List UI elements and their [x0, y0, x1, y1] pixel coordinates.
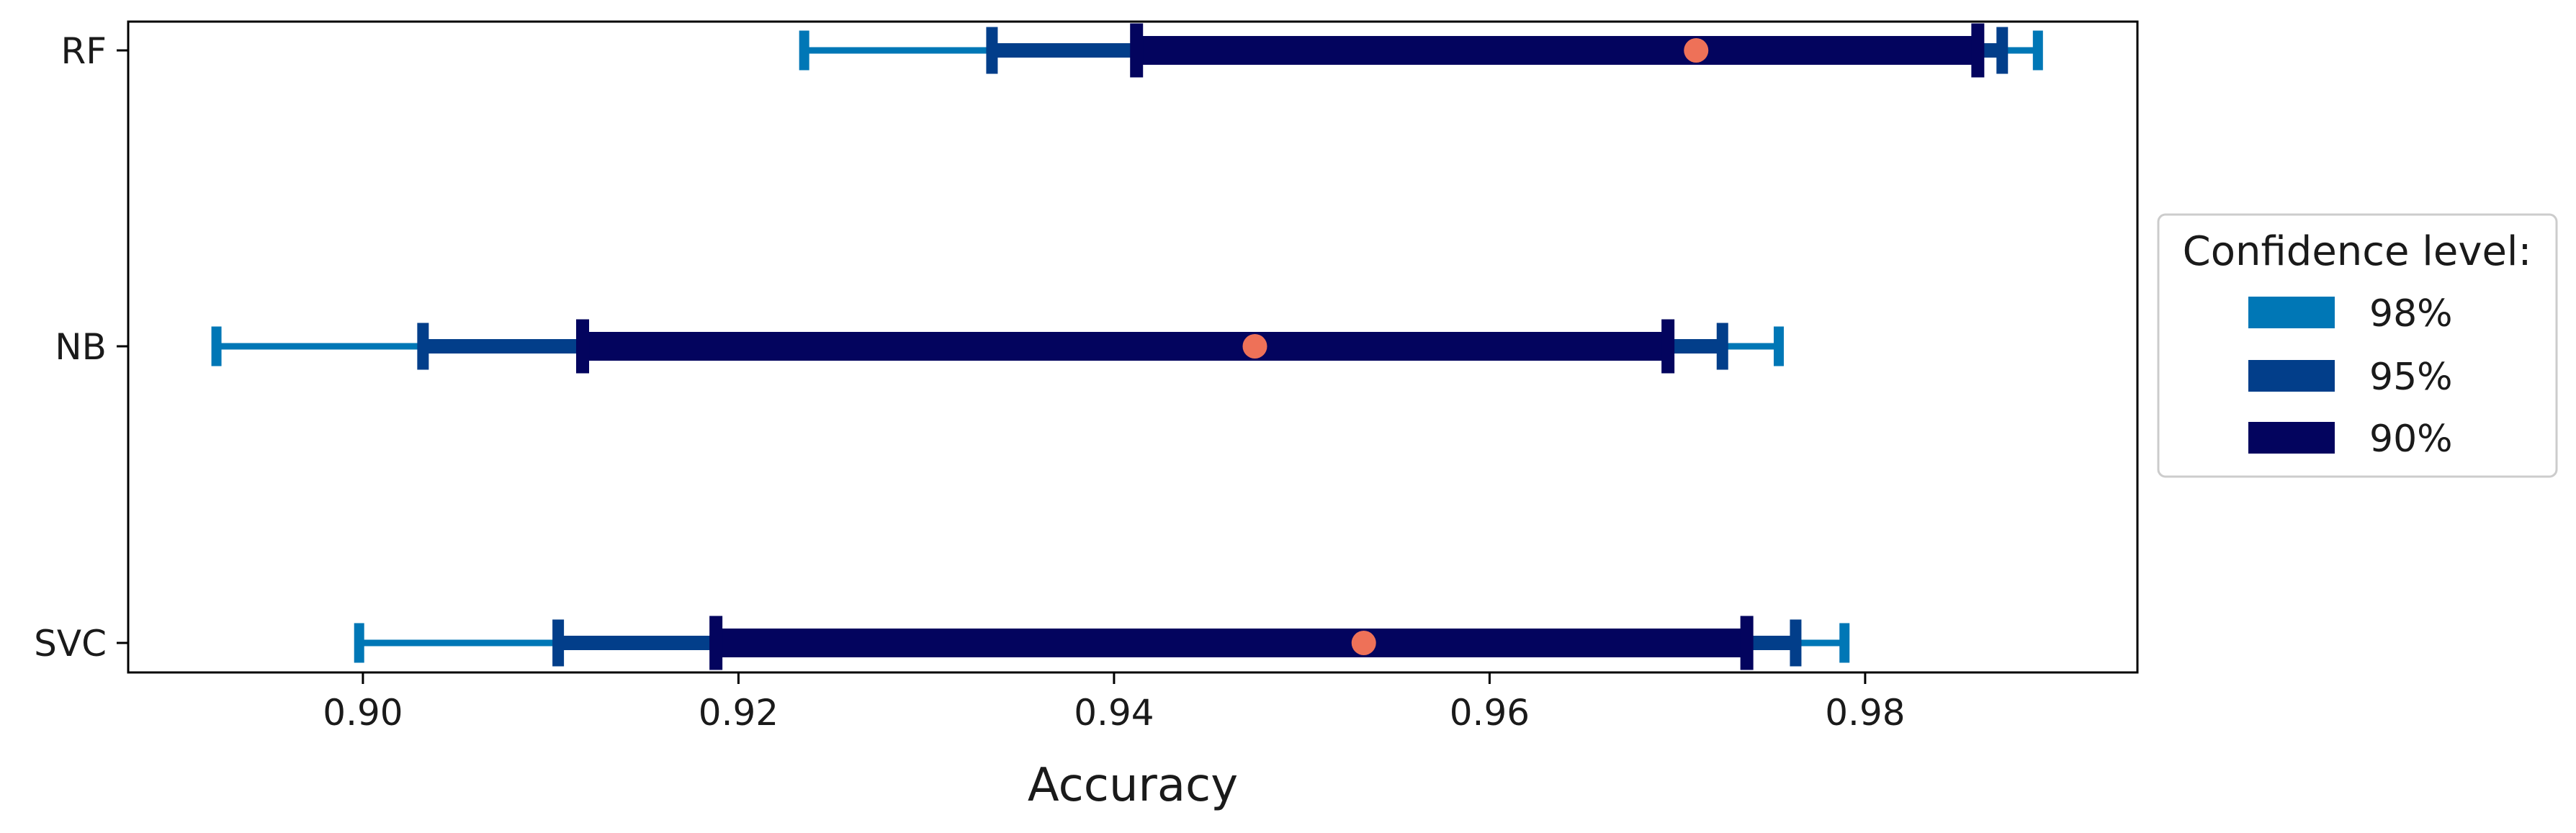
x-tick-label: 0.96: [1450, 692, 1530, 734]
legend-title: Confidence level:: [2183, 228, 2532, 275]
interval-cap: [1996, 27, 2009, 74]
interval-cap: [986, 27, 998, 74]
interval-cap: [1661, 319, 1675, 374]
y-tick-label: NB: [55, 326, 107, 368]
interval-cap: [1790, 619, 1802, 667]
legend-label: 98%: [2369, 292, 2453, 336]
x-axis-label: Accuracy: [1028, 759, 1238, 812]
interval-cap: [1773, 326, 1784, 366]
y-tick-label: RF: [60, 30, 107, 72]
interval-cap: [211, 326, 222, 366]
legend-label: 95%: [2369, 356, 2453, 399]
legend-items: 98% 95% 90%: [2248, 292, 2453, 461]
interval-cap: [552, 619, 565, 667]
interval-cap: [576, 319, 590, 374]
interval-cap: [1839, 623, 1850, 663]
x-tick-label: 0.90: [323, 692, 403, 734]
legend-swatch: [2248, 360, 2335, 392]
plot-area: [211, 23, 2043, 670]
legend: Confidence level: 98% 95% 90%: [2157, 213, 2558, 478]
interval-cap: [2032, 30, 2043, 71]
interval-cap: [1130, 23, 1144, 78]
interval-cap: [417, 323, 429, 370]
y-tick-label: SVC: [34, 623, 107, 665]
x-tick-label: 0.92: [699, 692, 778, 734]
x-tick-label: 0.94: [1074, 692, 1154, 734]
x-tick-label: 0.98: [1825, 692, 1905, 734]
interval-cap: [354, 623, 364, 663]
interval-cap: [799, 30, 809, 71]
point-estimate: [1351, 631, 1376, 655]
interval-cap: [1716, 323, 1728, 370]
point-estimate: [1684, 38, 1709, 63]
interval-cap: [709, 616, 723, 670]
legend-swatch: [2248, 297, 2335, 328]
interval-cap: [1740, 616, 1754, 670]
axes: 0.90 0.92 0.94 0.96 0.98 RF NB SVC: [34, 30, 1905, 734]
point-estimate: [1242, 334, 1267, 359]
legend-frame: [2157, 213, 2558, 478]
interval-cap: [1971, 23, 1985, 78]
legend-swatch: [2248, 422, 2335, 454]
legend-label: 90%: [2369, 418, 2453, 461]
